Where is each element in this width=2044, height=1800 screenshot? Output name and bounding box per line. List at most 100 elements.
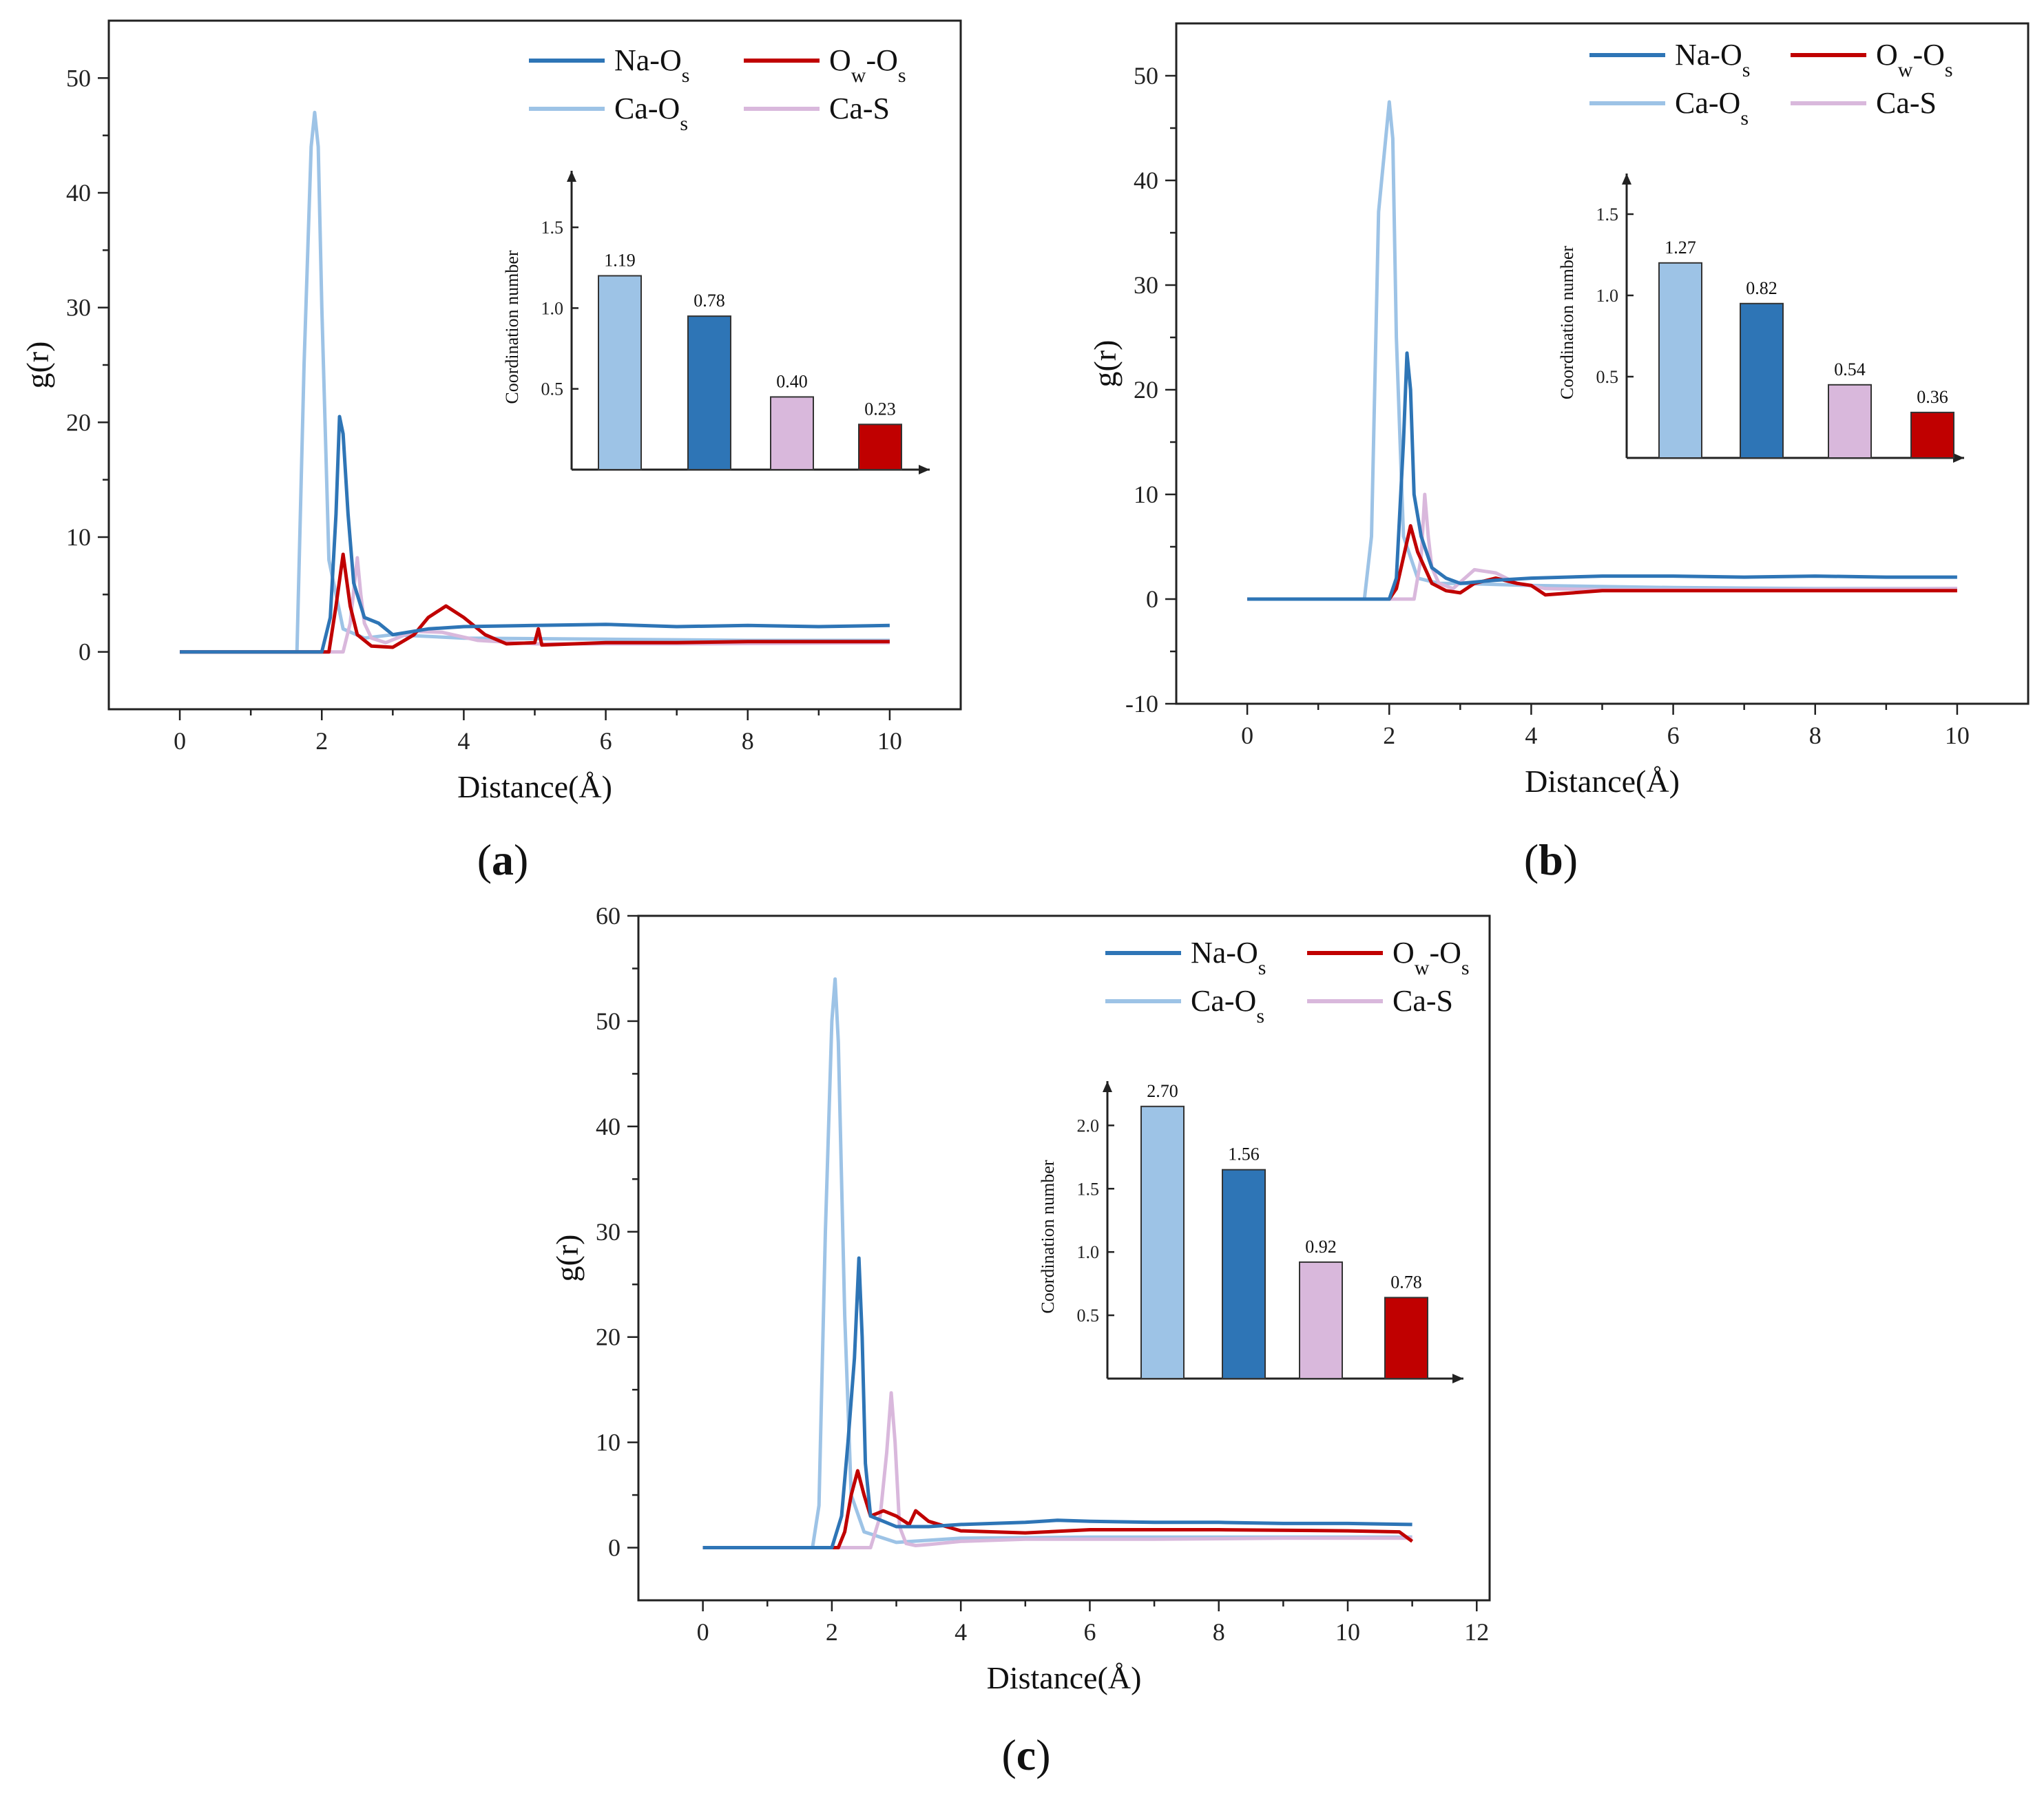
inset-y-arrow <box>1103 1081 1112 1092</box>
inset-bar-na-os <box>1740 302 1784 459</box>
legend-label-na-os: Na-Os <box>614 43 689 87</box>
y-tick-label: 60 <box>596 902 620 930</box>
inset-bar-ca-s <box>1828 384 1872 459</box>
inset-y-arrow <box>1622 174 1631 185</box>
y-tick-label: 10 <box>1134 481 1158 508</box>
inset-x-arrow <box>919 465 930 474</box>
y-tick-label: 10 <box>66 523 91 551</box>
x-tick-label: 4 <box>1525 722 1537 749</box>
inset-y-tick-label: 1.0 <box>1077 1242 1100 1262</box>
y-tick-label: 30 <box>66 294 91 322</box>
series-line-ca-os <box>1247 100 1957 601</box>
y-axis-title: g(r) <box>550 1235 585 1282</box>
x-tick-label: 10 <box>877 727 902 755</box>
inset-y-tick-label: 2.0 <box>1077 1116 1100 1136</box>
inset-y-axis-title: Coordination number <box>1038 1160 1058 1313</box>
series-line-ca-os <box>180 110 890 654</box>
series-line-na-os <box>1247 351 1957 601</box>
inset-y-tick-label: 0.5 <box>1077 1306 1100 1326</box>
inset-bar-label: 0.78 <box>1390 1272 1422 1292</box>
x-tick-label: 6 <box>1667 722 1680 749</box>
inset-y-tick-label: 1.0 <box>541 298 564 318</box>
inset-bar-chart: 0.5 1.0 1.5 2.0 Coordination number 2.70 1.56 0… <box>1038 1081 1463 1383</box>
y-tick-label: 50 <box>596 1007 620 1035</box>
x-tick-label: 12 <box>1464 1618 1489 1646</box>
y-tick-label: 30 <box>596 1218 620 1246</box>
series-line-na-os <box>180 415 890 654</box>
legend: Na-Os Ow-Os Ca-Os Ca-S <box>529 43 906 135</box>
inset-bar-ow-os <box>1384 1297 1428 1379</box>
inset-y-tick-label: 1.0 <box>1596 286 1619 306</box>
y-axis-title: g(r) <box>20 342 55 389</box>
y-tick-label: 40 <box>1134 167 1158 194</box>
y-tick-label: 40 <box>596 1113 620 1140</box>
legend: Na-Os Ow-Os Ca-Os Ca-S <box>1589 38 1953 129</box>
inset-bar-label: 1.19 <box>604 250 636 270</box>
inset-y-tick-label: 1.5 <box>541 218 564 238</box>
x-tick-label: 0 <box>1241 722 1253 749</box>
chart-panel-c: 0 2 4 6 8 10 12 0 10 20 30 40 50 60 Distance(Å) g(r) Na-… <box>550 902 1491 1779</box>
series-line-ca-os <box>702 977 1412 1549</box>
inset-bar-label: 0.54 <box>1834 359 1866 379</box>
legend-label-ca-os: Ca-Os <box>1675 86 1749 129</box>
x-axis-title: Distance(Å) <box>457 769 612 804</box>
y-tick-label: 20 <box>596 1323 620 1351</box>
inset-x-arrow <box>1953 453 1964 463</box>
x-tick-label: 8 <box>1809 722 1822 749</box>
inset-y-arrow <box>567 171 576 182</box>
y-tick-label: 20 <box>66 408 91 436</box>
series-line-na-os <box>702 1256 1412 1549</box>
series-line-ca-s <box>702 1391 1412 1549</box>
legend-label-ca-s: Ca-S <box>1876 86 1937 120</box>
inset-y-tick-label: 1.5 <box>1077 1179 1100 1199</box>
legend-label-ow-os: Ow-Os <box>1876 38 1953 81</box>
y-tick-label: 50 <box>1134 62 1158 90</box>
inset-bar-label: 1.56 <box>1228 1144 1260 1164</box>
inset-bar-label: 0.82 <box>1746 278 1777 298</box>
x-axis-title: Distance(Å) <box>987 1660 1142 1695</box>
y-tick-label: 50 <box>66 64 91 92</box>
inset-bar-ow-os <box>858 423 902 471</box>
inset-bar-label: 0.40 <box>776 371 808 391</box>
inset-y-axis-title: Coordination number <box>502 250 522 404</box>
y-tick-label: 0 <box>1146 585 1158 613</box>
panel-label: (b) <box>1524 835 1578 884</box>
inset-bar-ca-s <box>1299 1261 1343 1379</box>
legend-label-ow-os: Ow-Os <box>829 43 906 87</box>
panel-label: (a) <box>477 835 529 884</box>
inset-bar-ca-os <box>1140 1105 1185 1380</box>
x-tick-label: 0 <box>697 1618 709 1646</box>
x-tick-label: 2 <box>315 727 328 755</box>
y-axis-title: g(r) <box>1087 340 1123 388</box>
inset-bar-ca-os <box>1658 262 1702 459</box>
x-tick-label: 6 <box>1083 1618 1096 1646</box>
y-tick-label: 40 <box>66 179 91 207</box>
legend-label-ca-os: Ca-Os <box>1191 984 1264 1027</box>
inset-bar-ca-s <box>770 396 814 470</box>
legend-label-na-os: Na-Os <box>1675 38 1750 81</box>
x-tick-label: 2 <box>1383 722 1395 749</box>
legend-label-ca-s: Ca-S <box>829 92 890 125</box>
x-tick-label: 4 <box>457 727 470 755</box>
legend-label-ca-os: Ca-Os <box>614 92 688 135</box>
x-tick-label: 4 <box>955 1618 967 1646</box>
legend-label-na-os: Na-Os <box>1191 936 1266 979</box>
x-tick-label: 8 <box>1213 1618 1225 1646</box>
inset-bar-label: 2.70 <box>1147 1081 1178 1101</box>
y-tick-label: 20 <box>1134 376 1158 404</box>
x-tick-label: 8 <box>742 727 754 755</box>
inset-bar-na-os <box>687 315 731 470</box>
inset-bar-label: 0.36 <box>1917 387 1948 407</box>
legend: Na-Os Ow-Os Ca-Os Ca-S <box>1105 936 1470 1027</box>
inset-bar-ow-os <box>1910 411 1954 459</box>
inset-bar-chart: 0.5 1.0 1.5 Coordination number 1.19 0.78 0.40… <box>502 171 930 474</box>
x-tick-label: 6 <box>600 727 612 755</box>
panel-label: (c) <box>1001 1730 1050 1779</box>
legend-label-ow-os: Ow-Os <box>1393 936 1470 979</box>
series-line-ca-s <box>1247 492 1957 601</box>
series-line-ow-os <box>1247 524 1957 601</box>
y-tick-label: -10 <box>1125 690 1158 718</box>
y-tick-label: 0 <box>79 638 91 666</box>
inset-y-axis-title: Coordination number <box>1557 246 1577 399</box>
